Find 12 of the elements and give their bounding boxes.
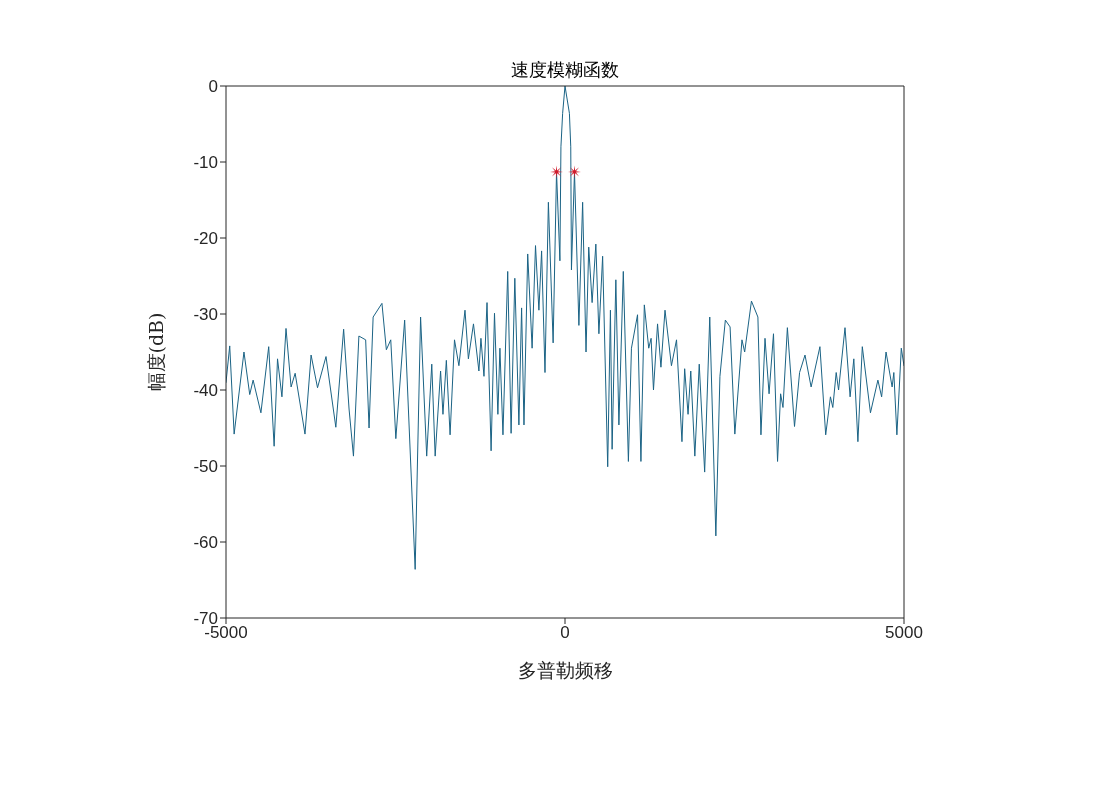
y-axis-title: 幅度(dB) xyxy=(144,311,168,394)
y-tick-label: 0 xyxy=(208,77,218,97)
y-tick-label: -40 xyxy=(193,381,218,401)
x-axis-title: 多普勒频移 xyxy=(516,658,614,682)
y-tick-label: -60 xyxy=(193,533,218,553)
y-tick-label: -10 xyxy=(193,153,218,173)
y-tick-label: -30 xyxy=(193,305,218,325)
chart-title: 速度模糊函数 xyxy=(510,59,620,81)
y-tick-label: -20 xyxy=(193,229,218,249)
x-tick-label: 0 xyxy=(560,623,570,643)
x-tick-label: 5000 xyxy=(885,623,923,643)
y-tick-label: -50 xyxy=(193,457,218,477)
